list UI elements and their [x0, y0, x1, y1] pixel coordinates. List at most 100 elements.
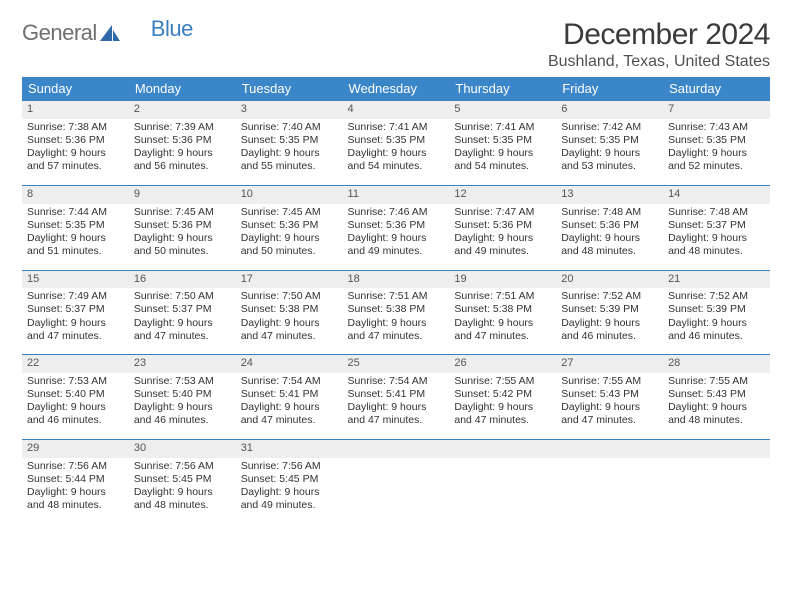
sunrise-text: Sunrise: 7:52 AM: [668, 290, 765, 303]
sunrise-text: Sunrise: 7:39 AM: [134, 121, 231, 134]
day-details: Sunrise: 7:41 AMSunset: 5:35 PMDaylight:…: [343, 119, 450, 185]
daylight-text: Daylight: 9 hours: [561, 232, 658, 245]
daylight-text: and 49 minutes.: [454, 245, 551, 258]
sunset-text: Sunset: 5:45 PM: [134, 473, 231, 486]
day-details: Sunrise: 7:48 AMSunset: 5:36 PMDaylight:…: [556, 204, 663, 270]
calendar-table: Sunday Monday Tuesday Wednesday Thursday…: [22, 77, 770, 524]
sunrise-text: Sunrise: 7:51 AM: [454, 290, 551, 303]
day-details: Sunrise: 7:46 AMSunset: 5:36 PMDaylight:…: [343, 204, 450, 270]
sunset-text: Sunset: 5:36 PM: [561, 219, 658, 232]
calendar-day-cell: 14Sunrise: 7:48 AMSunset: 5:37 PMDayligh…: [663, 185, 770, 270]
daylight-text: and 48 minutes.: [27, 499, 124, 512]
day-number: 1: [22, 101, 129, 119]
day-number: 11: [343, 186, 450, 204]
sunrise-text: Sunrise: 7:49 AM: [27, 290, 124, 303]
sunrise-text: Sunrise: 7:56 AM: [241, 460, 338, 473]
sunrise-text: Sunrise: 7:48 AM: [668, 206, 765, 219]
daylight-text: Daylight: 9 hours: [134, 401, 231, 414]
day-details: Sunrise: 7:38 AMSunset: 5:36 PMDaylight:…: [22, 119, 129, 185]
daylight-text: and 47 minutes.: [454, 414, 551, 427]
daylight-text: Daylight: 9 hours: [454, 232, 551, 245]
calendar-day-cell: 19Sunrise: 7:51 AMSunset: 5:38 PMDayligh…: [449, 270, 556, 355]
daylight-text: Daylight: 9 hours: [668, 147, 765, 160]
daylight-text: and 47 minutes.: [134, 330, 231, 343]
weekday-header: Wednesday: [343, 77, 450, 101]
title-block: December 2024 Bushland, Texas, United St…: [548, 18, 770, 71]
sunset-text: Sunset: 5:38 PM: [348, 303, 445, 316]
sunset-text: Sunset: 5:40 PM: [27, 388, 124, 401]
day-details: Sunrise: 7:55 AMSunset: 5:43 PMDaylight:…: [556, 373, 663, 439]
daylight-text: Daylight: 9 hours: [348, 401, 445, 414]
day-details: Sunrise: 7:44 AMSunset: 5:35 PMDaylight:…: [22, 204, 129, 270]
sunset-text: Sunset: 5:35 PM: [27, 219, 124, 232]
calendar-day-cell: [449, 440, 556, 524]
calendar-day-cell: [343, 440, 450, 524]
day-details: Sunrise: 7:55 AMSunset: 5:43 PMDaylight:…: [663, 373, 770, 439]
sunrise-text: Sunrise: 7:56 AM: [134, 460, 231, 473]
day-details: Sunrise: 7:45 AMSunset: 5:36 PMDaylight:…: [129, 204, 236, 270]
sunrise-text: Sunrise: 7:55 AM: [561, 375, 658, 388]
daylight-text: and 48 minutes.: [134, 499, 231, 512]
sunrise-text: Sunrise: 7:41 AM: [348, 121, 445, 134]
calendar-day-cell: 23Sunrise: 7:53 AMSunset: 5:40 PMDayligh…: [129, 355, 236, 440]
daylight-text: and 54 minutes.: [454, 160, 551, 173]
sunset-text: Sunset: 5:38 PM: [454, 303, 551, 316]
daylight-text: and 50 minutes.: [241, 245, 338, 258]
day-number: 18: [343, 271, 450, 289]
calendar-day-cell: 28Sunrise: 7:55 AMSunset: 5:43 PMDayligh…: [663, 355, 770, 440]
daylight-text: and 57 minutes.: [27, 160, 124, 173]
weekday-header: Saturday: [663, 77, 770, 101]
daylight-text: and 55 minutes.: [241, 160, 338, 173]
weekday-header: Friday: [556, 77, 663, 101]
sunset-text: Sunset: 5:35 PM: [668, 134, 765, 147]
sunrise-text: Sunrise: 7:38 AM: [27, 121, 124, 134]
day-number: 3: [236, 101, 343, 119]
weekday-header-row: Sunday Monday Tuesday Wednesday Thursday…: [22, 77, 770, 101]
calendar-day-cell: 25Sunrise: 7:54 AMSunset: 5:41 PMDayligh…: [343, 355, 450, 440]
daylight-text: Daylight: 9 hours: [348, 317, 445, 330]
daylight-text: and 53 minutes.: [561, 160, 658, 173]
calendar-day-cell: 17Sunrise: 7:50 AMSunset: 5:38 PMDayligh…: [236, 270, 343, 355]
sunset-text: Sunset: 5:45 PM: [241, 473, 338, 486]
day-number-empty: [556, 440, 663, 458]
daylight-text: Daylight: 9 hours: [241, 317, 338, 330]
calendar-day-cell: 21Sunrise: 7:52 AMSunset: 5:39 PMDayligh…: [663, 270, 770, 355]
month-year-title: December 2024: [548, 18, 770, 51]
sunrise-text: Sunrise: 7:51 AM: [348, 290, 445, 303]
daylight-text: Daylight: 9 hours: [241, 147, 338, 160]
calendar-day-cell: 4Sunrise: 7:41 AMSunset: 5:35 PMDaylight…: [343, 101, 450, 186]
day-body-empty: [449, 458, 556, 518]
daylight-text: and 52 minutes.: [668, 160, 765, 173]
day-details: Sunrise: 7:54 AMSunset: 5:41 PMDaylight:…: [236, 373, 343, 439]
day-number: 9: [129, 186, 236, 204]
day-details: Sunrise: 7:47 AMSunset: 5:36 PMDaylight:…: [449, 204, 556, 270]
day-body-empty: [343, 458, 450, 518]
sunrise-text: Sunrise: 7:47 AM: [454, 206, 551, 219]
daylight-text: Daylight: 9 hours: [348, 232, 445, 245]
day-number: 4: [343, 101, 450, 119]
daylight-text: Daylight: 9 hours: [134, 147, 231, 160]
day-number: 28: [663, 355, 770, 373]
day-number: 15: [22, 271, 129, 289]
sunset-text: Sunset: 5:40 PM: [134, 388, 231, 401]
day-number: 27: [556, 355, 663, 373]
sunset-text: Sunset: 5:39 PM: [668, 303, 765, 316]
calendar-day-cell: 10Sunrise: 7:45 AMSunset: 5:36 PMDayligh…: [236, 185, 343, 270]
sunset-text: Sunset: 5:35 PM: [241, 134, 338, 147]
weekday-header: Thursday: [449, 77, 556, 101]
day-body-empty: [556, 458, 663, 518]
calendar-day-cell: 22Sunrise: 7:53 AMSunset: 5:40 PMDayligh…: [22, 355, 129, 440]
calendar-day-cell: 11Sunrise: 7:46 AMSunset: 5:36 PMDayligh…: [343, 185, 450, 270]
day-number: 25: [343, 355, 450, 373]
sunset-text: Sunset: 5:37 PM: [134, 303, 231, 316]
day-number: 12: [449, 186, 556, 204]
sunset-text: Sunset: 5:36 PM: [134, 219, 231, 232]
sunset-text: Sunset: 5:35 PM: [561, 134, 658, 147]
sunrise-text: Sunrise: 7:54 AM: [348, 375, 445, 388]
calendar-day-cell: 8Sunrise: 7:44 AMSunset: 5:35 PMDaylight…: [22, 185, 129, 270]
sunrise-text: Sunrise: 7:45 AM: [134, 206, 231, 219]
day-number: 10: [236, 186, 343, 204]
calendar-week-row: 1Sunrise: 7:38 AMSunset: 5:36 PMDaylight…: [22, 101, 770, 186]
logo-sail-icon: [99, 24, 121, 42]
day-details: Sunrise: 7:52 AMSunset: 5:39 PMDaylight:…: [556, 288, 663, 354]
